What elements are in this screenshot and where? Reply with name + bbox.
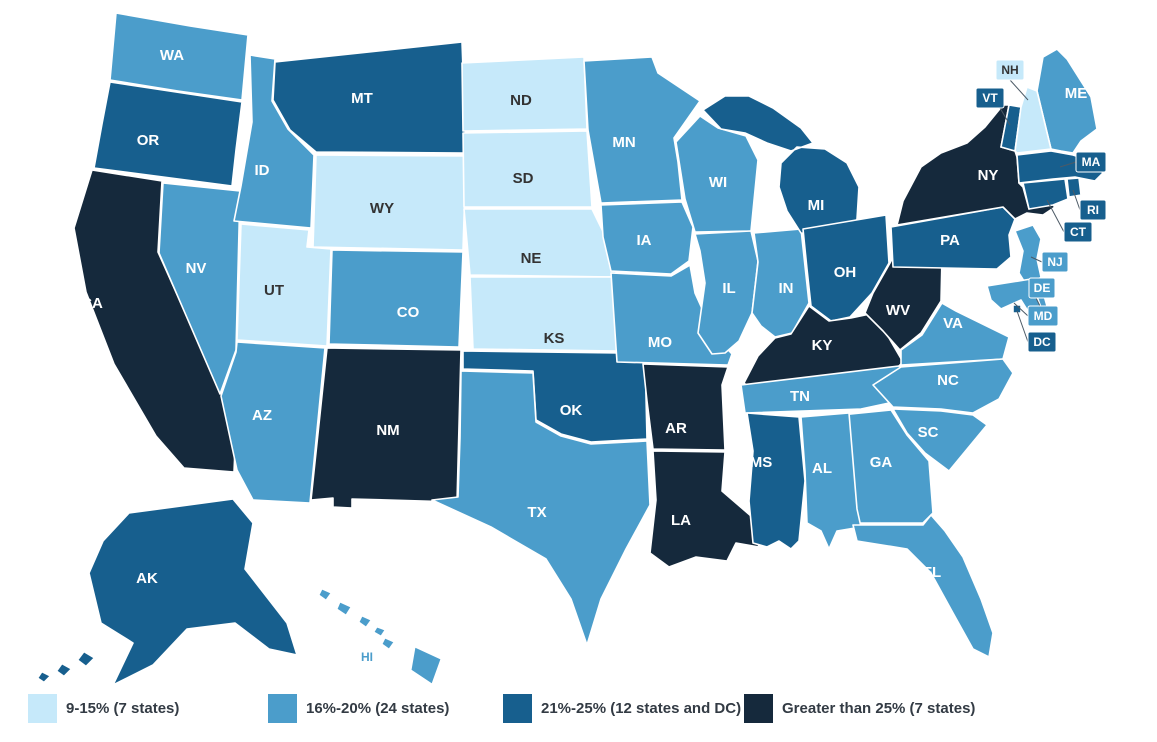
state-ia[interactable] — [600, 201, 694, 275]
state-la[interactable] — [649, 450, 760, 568]
state-nv[interactable] — [158, 182, 241, 395]
state-label-box-nh[interactable] — [995, 59, 1025, 81]
leader-line-ct — [1046, 199, 1065, 233]
state-ks[interactable] — [469, 276, 620, 352]
state-me[interactable] — [1036, 48, 1098, 154]
leader-line-vt — [999, 107, 1011, 126]
state-wi[interactable] — [675, 115, 759, 233]
leader-line-ma — [1059, 161, 1077, 168]
leader-line-dc — [1016, 310, 1029, 343]
leader-line-de — [1035, 297, 1041, 307]
state-fl[interactable] — [852, 514, 994, 658]
state-label-box-nj[interactable] — [1041, 251, 1069, 273]
state-or[interactable] — [93, 81, 243, 187]
legend-swatch-2 — [268, 694, 297, 723]
state-label-box-de[interactable] — [1028, 277, 1056, 299]
leader-line-ri — [1072, 189, 1081, 211]
state-nm[interactable] — [310, 347, 462, 509]
state-label-box-ct[interactable] — [1063, 221, 1093, 243]
legend-swatch-3 — [503, 694, 532, 723]
state-nc[interactable] — [872, 358, 1014, 414]
state-wy[interactable] — [312, 154, 467, 251]
state-label-box-ri[interactable] — [1079, 199, 1107, 221]
state-label-box-ma[interactable] — [1075, 151, 1107, 173]
state-oh[interactable] — [802, 214, 890, 322]
state-al[interactable] — [800, 412, 862, 550]
state-ri[interactable] — [1066, 177, 1082, 198]
legend-label-3: 21%-25% (12 states and DC) — [541, 700, 742, 717]
state-nh[interactable] — [1014, 86, 1052, 154]
leader-line-nj — [1030, 256, 1043, 263]
state-ms[interactable] — [746, 412, 806, 550]
legend-label-1: 9-15% (7 states) — [66, 700, 180, 717]
state-co[interactable] — [328, 249, 464, 348]
legend-item-2: 16%-20% (24 states) — [268, 694, 449, 723]
legend-swatch-1 — [28, 694, 57, 723]
leader-line-md — [1013, 302, 1029, 317]
state-il[interactable] — [694, 230, 759, 355]
legend-label-2: 16%-20% (24 states) — [306, 700, 450, 717]
state-ar[interactable] — [642, 363, 729, 451]
state-az[interactable] — [220, 341, 326, 504]
state-wa[interactable] — [109, 12, 249, 101]
state-ut[interactable] — [236, 223, 332, 347]
state-label-box-hi[interactable] — [353, 646, 381, 668]
state-ak[interactable] — [88, 498, 298, 686]
state-ct[interactable] — [1022, 178, 1069, 210]
state-sd[interactable] — [462, 130, 593, 208]
state-sc[interactable] — [892, 408, 988, 472]
state-mi[interactable] — [702, 95, 860, 236]
state-va[interactable] — [900, 302, 1010, 366]
state-in[interactable] — [751, 228, 810, 338]
state-tx[interactable] — [431, 370, 651, 646]
legend-item-4: Greater than 25% (7 states) — [744, 694, 975, 723]
state-nj[interactable] — [1014, 224, 1042, 290]
state-ne[interactable] — [463, 208, 618, 278]
state-ca[interactable] — [73, 169, 237, 473]
legend-item-1: 9-15% (7 states) — [28, 694, 179, 723]
state-nd[interactable] — [461, 56, 588, 132]
state-ak-aleutian-islands[interactable] — [37, 651, 95, 683]
state-label-box-md[interactable] — [1027, 305, 1059, 327]
state-mt[interactable] — [272, 41, 467, 154]
legend-item-3: 21%-25% (12 states and DC) — [503, 694, 741, 723]
state-label-box-dc[interactable] — [1027, 331, 1057, 353]
legend-label-4: Greater than 25% (7 states) — [782, 700, 976, 717]
legend: 9-15% (7 states) 16%-20% (24 states) 21%… — [0, 690, 1157, 736]
state-label-box-vt[interactable] — [975, 87, 1005, 109]
legend-swatch-4 — [744, 694, 773, 723]
leader-line-nh — [1009, 79, 1029, 101]
state-mn[interactable] — [583, 56, 701, 204]
state-hi[interactable] — [318, 588, 442, 685]
